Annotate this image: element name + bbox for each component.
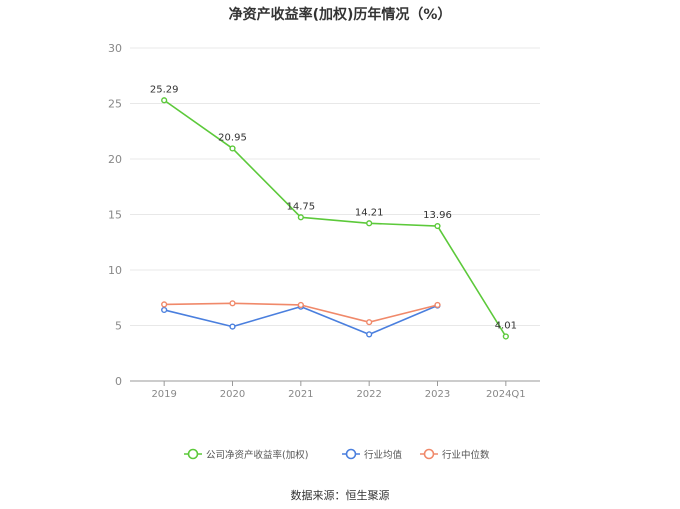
legend-marker	[187, 448, 199, 460]
x-tick-label: 2023	[425, 389, 450, 400]
data-point	[297, 214, 304, 221]
data-label: 25.29	[150, 84, 179, 95]
data-label: 20.95	[218, 132, 247, 143]
data-point	[502, 333, 509, 340]
grid-layer	[130, 47, 540, 326]
y-tick-label: 30	[108, 42, 122, 55]
legend-label: 行业均值	[364, 449, 403, 461]
x-tick-label: 2019	[151, 389, 176, 400]
data-label: 4.01	[495, 320, 517, 331]
data-label: 14.21	[355, 207, 384, 218]
data-point	[434, 222, 441, 230]
legend-item: 行业均值	[342, 448, 403, 461]
legend-marker	[345, 448, 357, 460]
axis-layer: 0 5 10 15 20 25 30 2019 2020 2021 2022 2023 2024Q1	[108, 42, 540, 400]
data-label-layer: 25.29 20.95 14.75 14.21 13.96 4.01	[150, 84, 517, 331]
legend-label: 公司净资产收益率(加权)	[206, 449, 308, 461]
data-point	[161, 306, 168, 314]
data-point	[434, 301, 441, 309]
y-tick-label: 20	[108, 153, 122, 166]
data-label: 14.75	[287, 201, 316, 212]
y-tick-label: 15	[108, 209, 122, 222]
series-line	[163, 99, 507, 337]
data-point	[161, 97, 168, 104]
chart-title: 净资产收益率(加权)历年情况（%）	[228, 7, 452, 23]
data-point	[366, 220, 373, 227]
x-tick-label: 2021	[288, 389, 313, 400]
series-line	[163, 304, 438, 336]
data-point	[366, 331, 373, 338]
y-tick-label: 10	[108, 264, 122, 277]
x-tick-label: 2022	[356, 389, 381, 400]
data-point	[229, 145, 236, 152]
x-tick-label: 2020	[220, 389, 245, 400]
data-point	[366, 319, 373, 326]
data-label: 13.96	[423, 210, 452, 221]
data-point	[297, 301, 304, 309]
legend-marker	[423, 448, 435, 460]
source-note: 数据来源：恒生聚源	[290, 489, 390, 502]
data-point	[229, 323, 236, 330]
legend-label: 行业中位数	[442, 449, 490, 461]
y-tick-label: 0	[115, 375, 122, 388]
legend: 公司净资产收益率(加权) 行业均值 行业中位数	[184, 448, 490, 461]
data-point	[161, 301, 168, 308]
series-layer	[161, 97, 509, 340]
legend-item: 公司净资产收益率(加权)	[184, 448, 308, 461]
y-tick-label: 5	[115, 320, 122, 333]
data-point	[229, 300, 236, 307]
y-tick-label: 25	[108, 98, 122, 111]
x-tick-label: 2024Q1	[486, 389, 526, 400]
legend-item: 行业中位数	[420, 448, 490, 461]
